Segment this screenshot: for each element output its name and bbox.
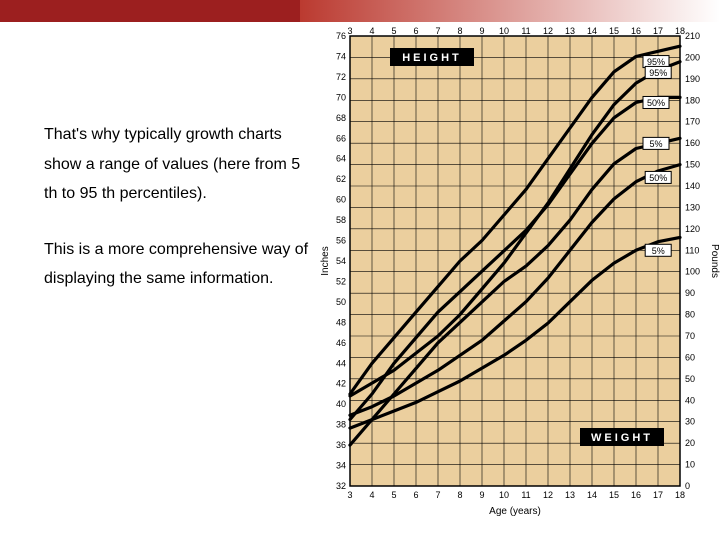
x-tick-bottom: 4 [369, 490, 374, 500]
y-tick-right: 80 [685, 310, 695, 320]
x-tick-top: 14 [587, 26, 597, 36]
x-tick-bottom: 8 [457, 490, 462, 500]
y-tick-left: 76 [336, 31, 346, 41]
y-left-axis-label: Inches [320, 246, 331, 275]
pct-label-0: 95% [647, 57, 665, 67]
paragraph-1: That's why typically growth charts show … [44, 120, 309, 209]
growth-chart-svg: 3344556677889910101111121213131414151516… [320, 26, 720, 531]
pct-label-3: 95% [649, 68, 667, 78]
y-tick-left: 58 [336, 215, 346, 225]
pct-label-4: 50% [649, 173, 667, 183]
y-tick-left: 52 [336, 276, 346, 286]
pct-label-5: 5% [652, 246, 665, 256]
x-tick-bottom: 16 [631, 490, 641, 500]
y-tick-right: 150 [685, 160, 700, 170]
x-tick-bottom: 6 [413, 490, 418, 500]
x-tick-top: 8 [457, 26, 462, 36]
y-tick-right: 70 [685, 331, 695, 341]
x-tick-bottom: 7 [435, 490, 440, 500]
x-tick-top: 7 [435, 26, 440, 36]
y-tick-right: 190 [685, 74, 700, 84]
x-tick-top: 11 [521, 26, 530, 36]
y-tick-left: 54 [336, 256, 346, 266]
y-tick-right: 130 [685, 202, 700, 212]
y-tick-right: 60 [685, 352, 695, 362]
paragraph-2: This is a more comprehensive way of disp… [44, 235, 309, 294]
y-tick-left: 60 [336, 195, 346, 205]
x-tick-top: 16 [631, 26, 641, 36]
y-tick-right: 210 [685, 31, 700, 41]
y-tick-right: 20 [685, 438, 695, 448]
y-tick-left: 42 [336, 379, 346, 389]
growth-chart: 3344556677889910101111121213131414151516… [320, 26, 720, 531]
x-tick-bottom: 12 [543, 490, 553, 500]
x-tick-bottom: 17 [653, 490, 663, 500]
x-tick-top: 3 [347, 26, 352, 36]
y-tick-right: 90 [685, 288, 695, 298]
x-tick-top: 13 [565, 26, 575, 36]
y-tick-left: 70 [336, 92, 346, 102]
y-tick-right: 140 [685, 181, 700, 191]
y-tick-left: 34 [336, 461, 346, 471]
y-tick-left: 44 [336, 358, 346, 368]
y-tick-right: 110 [685, 245, 699, 255]
x-tick-top: 6 [413, 26, 418, 36]
height-tag-text: HEIGHT [402, 52, 462, 64]
x-tick-bottom: 3 [347, 490, 352, 500]
x-tick-bottom: 9 [479, 490, 484, 500]
y-tick-right: 120 [685, 224, 700, 234]
x-tick-top: 15 [609, 26, 619, 36]
header-bar [0, 0, 720, 22]
explanation-text: That's why typically growth charts show … [44, 120, 309, 320]
y-tick-left: 50 [336, 297, 346, 307]
y-tick-right: 200 [685, 52, 700, 62]
y-tick-right: 170 [685, 117, 700, 127]
x-tick-bottom: 5 [391, 490, 396, 500]
pct-label-2: 5% [649, 139, 662, 149]
x-tick-top: 10 [499, 26, 509, 36]
x-tick-top: 18 [675, 26, 685, 36]
y-right-axis-label: Pounds [709, 244, 720, 278]
header-fade [300, 0, 720, 22]
y-tick-right: 100 [685, 267, 700, 277]
x-tick-top: 12 [543, 26, 553, 36]
plot-background [350, 36, 680, 486]
y-tick-left: 36 [336, 440, 346, 450]
y-tick-left: 66 [336, 133, 346, 143]
y-tick-left: 32 [336, 481, 346, 491]
y-tick-left: 62 [336, 174, 346, 184]
x-tick-top: 4 [369, 26, 374, 36]
x-tick-bottom: 14 [587, 490, 597, 500]
y-tick-right: 160 [685, 138, 700, 148]
y-tick-left: 74 [336, 51, 346, 61]
pct-label-1: 50% [647, 98, 665, 108]
y-tick-right: 50 [685, 374, 695, 384]
y-tick-left: 72 [336, 72, 346, 82]
y-tick-left: 46 [336, 338, 346, 348]
y-tick-left: 56 [336, 236, 346, 246]
x-tick-bottom: 18 [675, 490, 685, 500]
y-tick-left: 38 [336, 420, 346, 430]
x-axis-label: Age (years) [489, 506, 541, 517]
y-tick-right: 30 [685, 417, 695, 427]
x-tick-bottom: 11 [521, 490, 530, 500]
y-tick-left: 40 [336, 399, 346, 409]
x-tick-bottom: 10 [499, 490, 509, 500]
x-tick-top: 5 [391, 26, 396, 36]
x-tick-top: 17 [653, 26, 663, 36]
y-tick-right: 40 [685, 395, 695, 405]
y-tick-left: 48 [336, 317, 346, 327]
x-tick-bottom: 13 [565, 490, 575, 500]
x-tick-bottom: 15 [609, 490, 619, 500]
header-solid [0, 0, 300, 22]
x-tick-top: 9 [479, 26, 484, 36]
weight-tag-text: WEIGHT [591, 432, 653, 444]
y-tick-right: 180 [685, 95, 700, 105]
y-tick-right: 0 [685, 481, 690, 491]
y-tick-left: 64 [336, 154, 346, 164]
y-tick-right: 10 [685, 460, 695, 470]
y-tick-left: 68 [336, 113, 346, 123]
